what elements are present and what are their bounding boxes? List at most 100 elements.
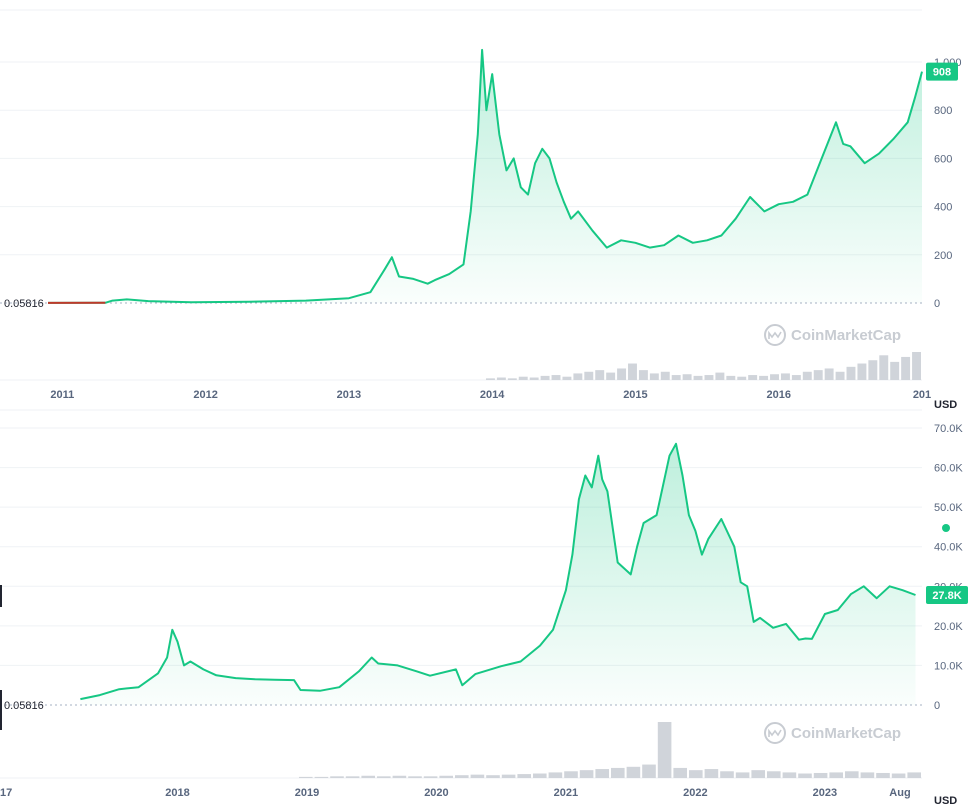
volume-bar bbox=[562, 376, 572, 380]
x-tick-label: 2016 bbox=[766, 389, 790, 401]
volume-bar bbox=[595, 370, 605, 380]
volume-bar bbox=[486, 378, 495, 380]
series-area bbox=[80, 443, 916, 705]
x-tick-label: 2014 bbox=[480, 389, 505, 401]
volume-bar bbox=[682, 374, 692, 380]
y-unit-label: USD bbox=[934, 795, 957, 807]
volume-bar bbox=[564, 771, 578, 778]
coinmarketcap-logo-icon bbox=[764, 324, 786, 346]
volume-bar bbox=[689, 770, 703, 778]
x-tick-label: 2012 bbox=[193, 389, 217, 401]
series-line bbox=[80, 442, 916, 701]
volume-bar bbox=[392, 775, 407, 778]
volume-bar bbox=[408, 776, 422, 778]
baseline-label: 0.05816 bbox=[4, 298, 44, 310]
volume-bar bbox=[573, 373, 583, 380]
volume-bar bbox=[759, 375, 769, 380]
x-tick-label: 2020 bbox=[424, 787, 448, 799]
volume-bar bbox=[626, 766, 641, 778]
volume-bar bbox=[726, 375, 736, 380]
watermark-label: CoinMarketCap bbox=[791, 725, 901, 742]
x-tick-label: 201 bbox=[913, 389, 931, 401]
volume-bar bbox=[835, 371, 845, 380]
y-tick-label: 0 bbox=[934, 298, 940, 310]
volume-bar bbox=[829, 772, 843, 778]
coinmarketcap-logo-icon bbox=[764, 722, 786, 744]
volume-bar bbox=[455, 775, 469, 778]
volume-bar bbox=[517, 774, 531, 778]
volume-bar bbox=[845, 771, 859, 778]
y-tick-label: 40.0K bbox=[934, 542, 963, 554]
volume-bar bbox=[693, 375, 703, 380]
volume-bar bbox=[361, 775, 375, 778]
volume-bar bbox=[660, 371, 670, 380]
watermark-label: CoinMarketCap bbox=[791, 327, 901, 344]
volume-bar bbox=[770, 374, 779, 380]
volume-bar bbox=[735, 772, 750, 778]
hover-indicator-dot bbox=[942, 524, 950, 532]
volume-bar bbox=[673, 767, 687, 778]
volume-bar bbox=[720, 771, 734, 778]
volume-bar bbox=[890, 361, 900, 380]
current-price-label: 27.8K bbox=[932, 590, 961, 602]
y-tick-label: 400 bbox=[934, 202, 952, 214]
current-price-badge bbox=[926, 62, 958, 81]
x-tick-label: 2023 bbox=[813, 787, 837, 799]
volume-bar bbox=[879, 355, 889, 380]
volume-bar bbox=[767, 771, 781, 778]
volume-bar bbox=[628, 363, 637, 380]
y-tick-label: 70.0K bbox=[934, 423, 963, 435]
volume-bar bbox=[377, 776, 391, 778]
volume-bar bbox=[751, 770, 765, 778]
x-tick-label: 2021 bbox=[554, 787, 578, 799]
x-tick-label: Aug bbox=[889, 787, 910, 799]
y-tick-label: 10.0K bbox=[934, 660, 963, 672]
volume-bar bbox=[439, 775, 453, 778]
baseline-label: 0.05816 bbox=[4, 700, 44, 712]
current-price-badge bbox=[926, 585, 968, 604]
volume-bar bbox=[813, 370, 823, 380]
volume-bar bbox=[857, 363, 867, 380]
volume-bar bbox=[606, 372, 616, 380]
range-handle bbox=[0, 690, 2, 730]
volume-bar bbox=[657, 722, 672, 778]
x-tick-label: 2019 bbox=[295, 787, 319, 799]
volume-bar bbox=[638, 370, 648, 380]
volume-bar bbox=[748, 375, 758, 380]
volume-bar bbox=[780, 373, 790, 380]
volume-bar bbox=[791, 375, 801, 380]
y-tick-label: 600 bbox=[934, 153, 952, 165]
series-area bbox=[48, 49, 922, 304]
volume-bar bbox=[529, 377, 539, 380]
volume-bar bbox=[907, 772, 921, 778]
coinmarketcap-logo-mark bbox=[768, 330, 782, 339]
volume-bar bbox=[518, 376, 528, 380]
chart-panel-2: 70.0K60.0K50.0K40.0K30.0K20.0K10.0K01720… bbox=[0, 409, 968, 807]
volume-bar bbox=[782, 772, 797, 778]
volume-bar bbox=[824, 368, 834, 380]
volume-bar bbox=[642, 764, 656, 778]
series-line bbox=[47, 48, 923, 304]
y-tick-label: 20.0K bbox=[934, 621, 963, 633]
volume-bar bbox=[507, 378, 517, 380]
x-tick-label: 2015 bbox=[623, 389, 647, 401]
volume-bar bbox=[671, 375, 681, 380]
volume-bar bbox=[540, 375, 550, 380]
volume-bar bbox=[901, 356, 911, 380]
y-tick-label: 60.0K bbox=[934, 463, 963, 475]
volume-bar bbox=[330, 776, 344, 778]
watermark: CoinMarketCap bbox=[764, 324, 901, 346]
volume-bar bbox=[912, 352, 921, 380]
volume-bar bbox=[868, 360, 878, 380]
volume-bar bbox=[737, 376, 747, 380]
volume-bar bbox=[533, 773, 547, 778]
volume-bar bbox=[617, 368, 627, 380]
volume-bar bbox=[704, 375, 714, 380]
volume-bar bbox=[595, 769, 609, 778]
volume-bar bbox=[299, 776, 313, 778]
volume-bar bbox=[649, 373, 659, 380]
volume-bar bbox=[501, 774, 516, 778]
x-tick-label: 2013 bbox=[337, 389, 361, 401]
volume-bar bbox=[611, 767, 625, 778]
